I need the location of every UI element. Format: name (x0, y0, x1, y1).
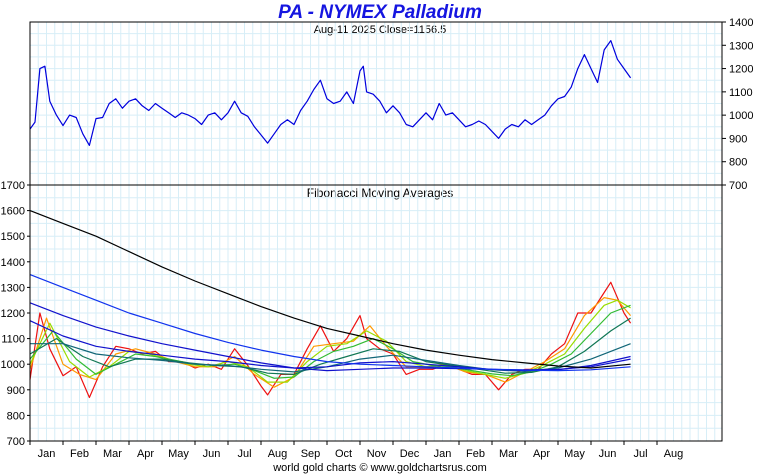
footer-credit: world gold charts © www.goldchartsrus.co… (273, 462, 487, 474)
chart-axes: 700 800 900 1000 1100 1200 1300 1400 700 800 900 10… (1, 17, 754, 460)
x-tick-label: May (564, 448, 585, 460)
x-tick-label: Mar (103, 448, 122, 460)
y-tick-label: 1200 (1, 308, 25, 320)
y-tick-label: 1400 (729, 17, 753, 29)
x-tick-label: Apr (533, 448, 550, 460)
x-tick-label: Jan (38, 448, 56, 460)
series-line-9 (29, 210, 631, 369)
y-tick-label: 1000 (729, 110, 753, 122)
y-tick-label: 800 (729, 157, 747, 169)
y-tick-label: 1400 (1, 257, 25, 269)
chart-subtitle: Aug-11 2025 Close=1156.5 (313, 24, 447, 36)
top-panel-grid (29, 21, 722, 186)
top-panel-series (29, 40, 632, 146)
x-tick-label: Dec (400, 448, 420, 460)
bottom-panel-grid (29, 184, 722, 442)
chart-title: PA - NYMEX Palladium (278, 2, 482, 23)
series-line-1 (29, 297, 632, 388)
x-tick-label: Apr (137, 448, 154, 460)
y-tick-label: 1300 (1, 282, 25, 294)
x-tick-label: Sep (301, 448, 321, 460)
y-tick-label: 1200 (729, 64, 753, 76)
y-tick-label: 1700 (1, 180, 25, 192)
x-tick-label: Nov (367, 448, 387, 460)
x-tick-label: Jul (633, 448, 647, 460)
bottom-panel-series (29, 210, 632, 399)
x-tick-label: Feb (70, 448, 89, 460)
x-tick-label: Jun (203, 448, 221, 460)
y-tick-label: 800 (7, 410, 25, 422)
y-tick-label: 900 (7, 385, 25, 397)
bottom-panel-frame (29, 184, 723, 442)
x-tick-label: Jan (434, 448, 452, 460)
x-tick-label: Jun (599, 448, 617, 460)
y-tick-label: 1600 (1, 206, 25, 218)
x-tick-label: Jul (237, 448, 251, 460)
y-tick-label: 1000 (1, 359, 25, 371)
x-tick-label: Feb (466, 448, 485, 460)
x-tick-label: Aug (664, 448, 684, 460)
y-tick-label: 1500 (1, 231, 25, 243)
x-tick-label: Oct (335, 448, 352, 460)
x-tick-label: Aug (268, 448, 288, 460)
y-tick-label: 1300 (729, 40, 753, 52)
y-tick-label: 700 (7, 436, 25, 448)
y-tick-label: 1100 (729, 87, 753, 99)
y-tick-label: 900 (729, 133, 747, 145)
series-line-8 (29, 274, 631, 372)
x-tick-label: May (168, 448, 189, 460)
series-line-0 (29, 281, 632, 399)
series-line-0 (29, 40, 632, 146)
series-line-4 (29, 317, 631, 375)
x-tick-label: Mar (499, 448, 518, 460)
y-tick-label: 1100 (1, 334, 25, 346)
y-tick-label: 700 (729, 180, 747, 192)
